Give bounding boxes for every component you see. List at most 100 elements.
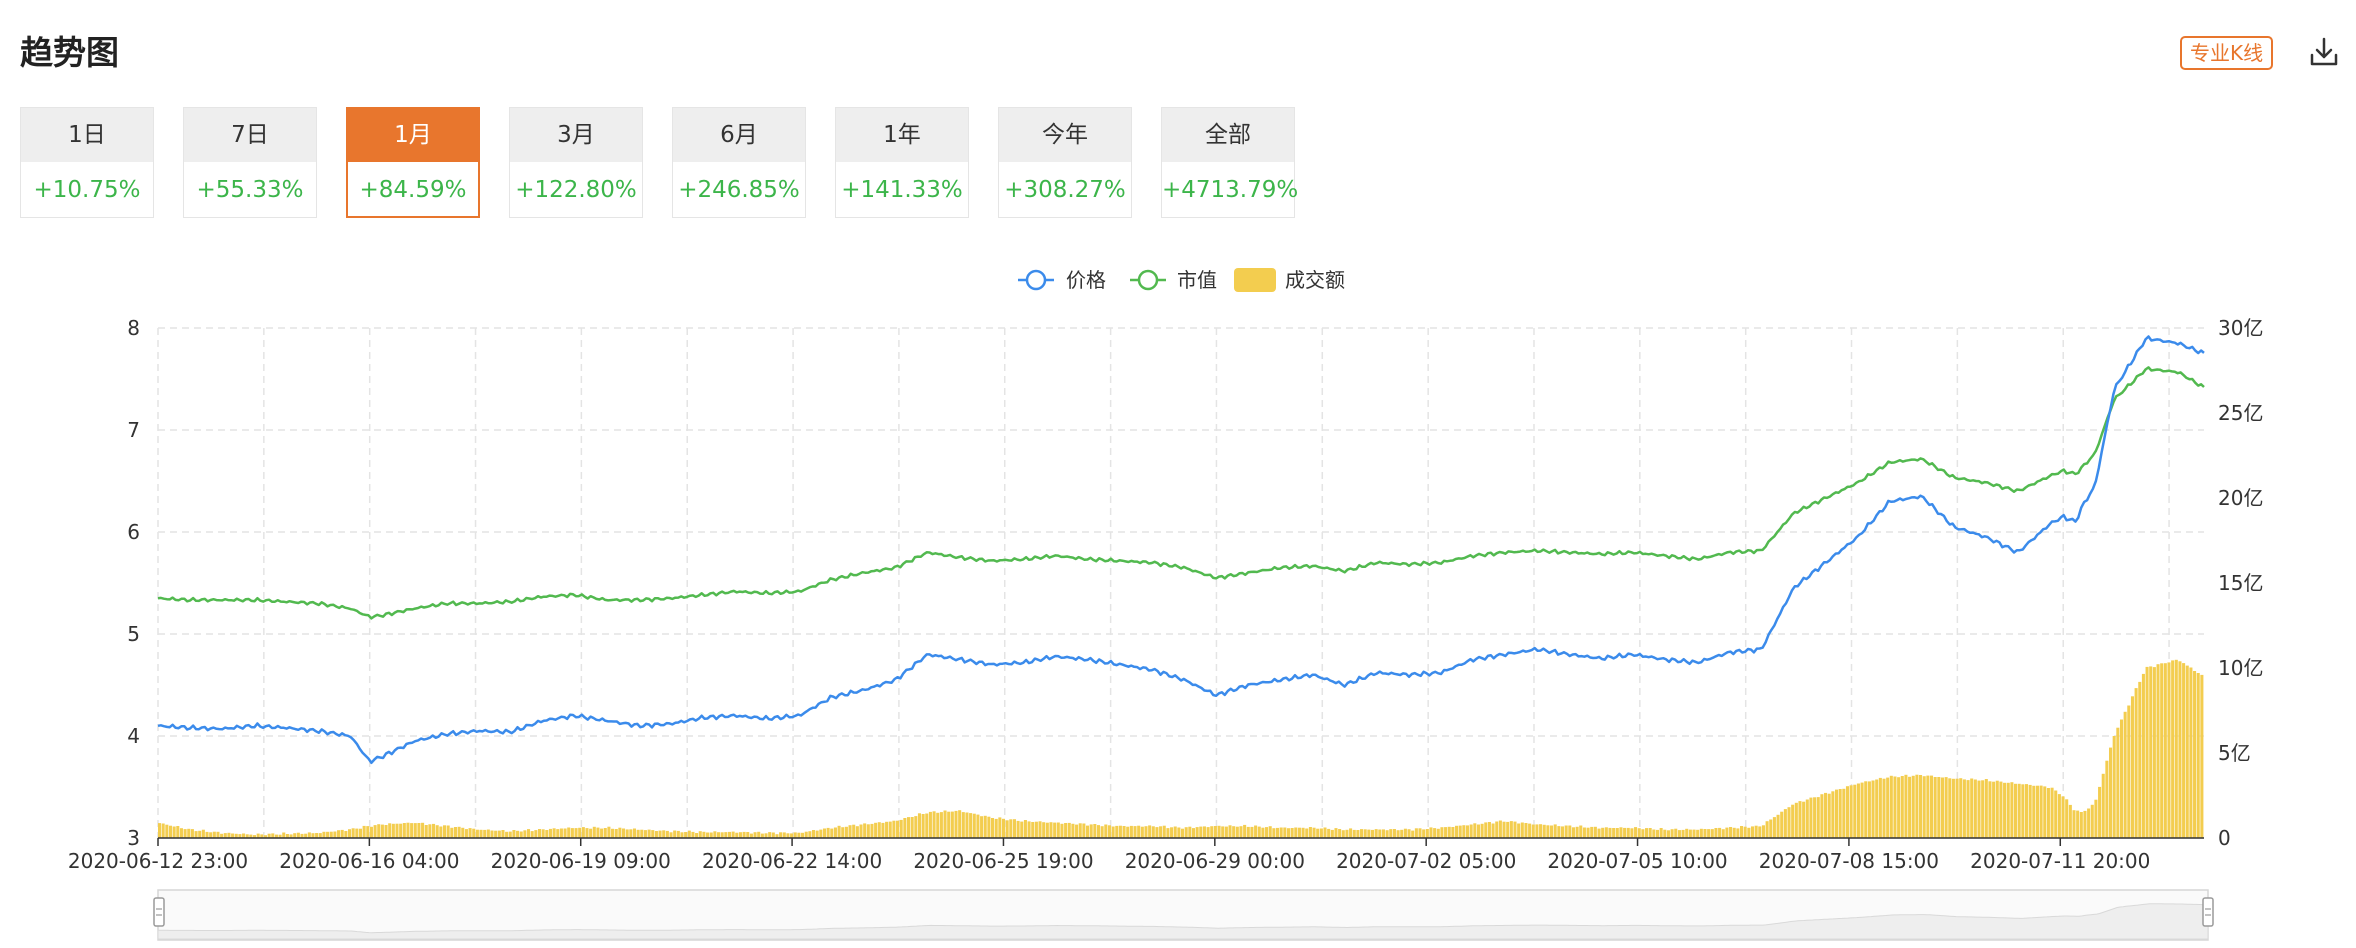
volume-bar — [2138, 681, 2142, 838]
volume-bar — [1929, 775, 1934, 838]
volume-bar — [201, 829, 205, 838]
volume-bar — [793, 832, 797, 838]
volume-bar — [921, 814, 925, 838]
volume-bar — [2028, 784, 2032, 838]
volume-bar — [486, 829, 490, 838]
volume-bar — [479, 829, 483, 838]
volume-bar — [819, 829, 823, 838]
volume-bar — [457, 826, 461, 838]
volume-bar — [969, 813, 973, 838]
volume-bar — [307, 832, 311, 838]
volume-bar — [497, 830, 501, 838]
volume-bar — [636, 829, 640, 838]
tab-7d[interactable]: 7日 +55.33% — [183, 107, 317, 218]
volume-bar — [567, 827, 571, 838]
volume-bar — [1798, 801, 1802, 838]
tab-all[interactable]: 全部 +4713.79% — [1161, 107, 1298, 218]
tab-1m[interactable]: 1月 +84.59% — [346, 107, 480, 218]
volume-bar — [877, 822, 881, 838]
volume-bar — [1948, 778, 1952, 838]
volume-bar — [176, 826, 180, 838]
volume-bar — [2163, 663, 2167, 838]
volume-bar — [428, 824, 432, 838]
volume-bar — [373, 825, 377, 838]
tab-3m[interactable]: 3月 +122.80% — [509, 107, 643, 218]
volume-bar — [1166, 828, 1170, 838]
volume-bar — [1988, 781, 1992, 838]
tab-1d[interactable]: 1日 +10.75% — [20, 107, 154, 218]
volume-bar — [1170, 827, 1174, 838]
volume-bar — [1447, 826, 1451, 838]
tab-ytd[interactable]: 今年 +308.27% — [998, 107, 1132, 218]
x-axis: 2020-06-12 23:00 2020-06-16 04:00 2020-06-… — [68, 837, 2204, 873]
volume-bar — [1458, 825, 1462, 838]
volume-bar — [1772, 817, 1776, 838]
pro-kline-button[interactable]: 专业K线 — [2180, 36, 2274, 70]
volume-bar — [494, 830, 498, 838]
volume-bar — [830, 828, 834, 838]
volume-bar — [947, 811, 951, 838]
volume-bar — [2098, 786, 2102, 838]
volume-bar — [205, 831, 209, 838]
volume-bar — [1882, 778, 1886, 838]
volume-bar — [808, 831, 812, 838]
marketcap-line — [157, 366, 2205, 620]
volume-bar — [1966, 780, 1970, 838]
volume-bar — [1557, 826, 1561, 838]
volume-bar — [1224, 826, 1228, 838]
volume-bar — [1707, 829, 1711, 838]
tab-6m[interactable]: 6月 +246.85% — [672, 107, 806, 218]
legend-volume-label: 成交额 — [1285, 268, 1345, 292]
legend-marketcap[interactable]: 市值 — [1130, 268, 1217, 292]
legend-price[interactable]: 价格 — [1018, 268, 1106, 292]
volume-bar — [1181, 828, 1185, 838]
volume-bar — [179, 828, 183, 838]
datazoom-left-handle[interactable] — [153, 897, 165, 927]
volume-bar — [380, 824, 384, 838]
volume-bar — [1476, 824, 1480, 838]
volume-bar — [1473, 823, 1477, 838]
volume-bar — [1137, 825, 1141, 838]
volume-bar — [874, 822, 878, 838]
volume-bar — [1816, 797, 1820, 838]
volume-bar — [322, 831, 326, 838]
volume-bar — [987, 816, 991, 838]
volume-bar — [2076, 810, 2080, 838]
tab-1y[interactable]: 1年 +141.33% — [835, 107, 969, 218]
volume-bar — [742, 831, 746, 838]
volume-bar — [687, 830, 691, 838]
volume-bar — [581, 827, 585, 838]
download-icon[interactable] — [2309, 36, 2339, 68]
volume-bar — [1086, 825, 1090, 838]
legend-volume[interactable]: 成交额 — [1234, 268, 1345, 292]
volume-bar — [1550, 825, 1554, 838]
volume-bar — [2006, 782, 2010, 838]
volume-bar — [1001, 818, 1006, 838]
volume-bar — [2090, 804, 2094, 838]
trend-chart[interactable]: 价格 市值 成交额 3 4 5 6 7 8 0 5亿 10亿 15亿 20亿 25亿 30亿 2020… — [0, 250, 2356, 948]
volume-bar — [2189, 667, 2193, 838]
datazoom-right-handle[interactable] — [2202, 897, 2214, 927]
volume-bar — [530, 831, 534, 838]
volume-bar — [446, 825, 450, 838]
volume-bar — [1944, 777, 1948, 838]
volume-bar — [906, 817, 911, 838]
volume-bar — [782, 832, 786, 838]
volume-bar — [1140, 826, 1144, 838]
tab-label: 1年 — [836, 108, 968, 162]
volume-bar — [1546, 825, 1550, 838]
volume-bar — [1729, 827, 1733, 838]
volume-bar — [1096, 825, 1101, 838]
x-tick-label: 2020-07-08 15:00 — [1759, 849, 1939, 873]
volume-bar — [1009, 819, 1013, 838]
volume-bar — [1703, 829, 1707, 838]
volume-bar — [1827, 793, 1831, 838]
volume-bar — [1305, 828, 1309, 838]
volume-bar — [512, 830, 516, 838]
volume-bar — [1451, 827, 1455, 838]
datazoom-slider[interactable] — [153, 889, 2214, 941]
volume-bar — [505, 831, 509, 838]
volume-bar — [1316, 828, 1320, 838]
volume-bar — [450, 827, 454, 838]
volume-bar — [1206, 827, 1210, 838]
